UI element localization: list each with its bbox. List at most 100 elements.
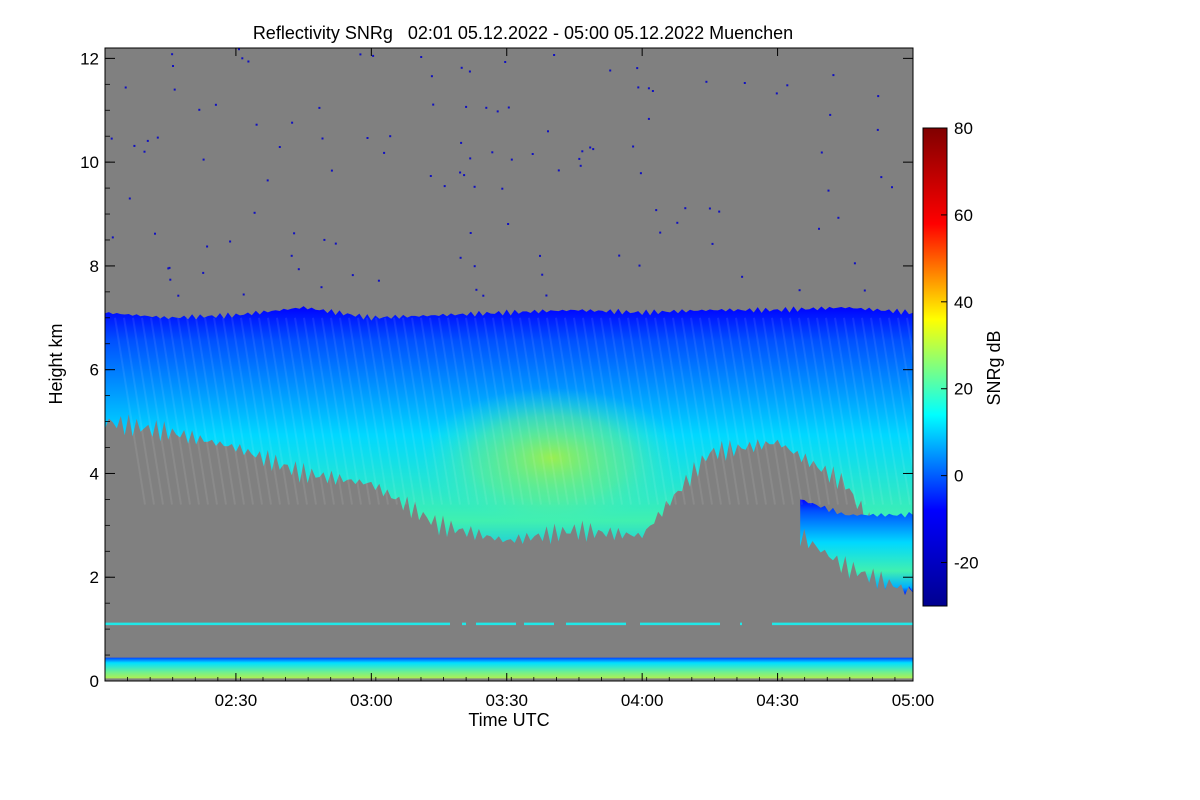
noise-pixel	[465, 105, 468, 108]
cloud-streak	[132, 317, 164, 505]
colorbar-scale	[922, 127, 948, 607]
noise-pixel	[496, 110, 499, 113]
noise-pixel	[638, 264, 641, 267]
cloud-streak	[330, 317, 362, 505]
cloud-streak	[825, 317, 857, 505]
noise-pixel	[255, 123, 258, 126]
noise-pixel	[820, 151, 823, 154]
noise-pixel	[876, 128, 879, 131]
cloud-streak	[852, 317, 884, 505]
cloud-streak	[312, 317, 344, 505]
noise-pixel	[647, 87, 650, 90]
cloud-streak	[690, 317, 722, 505]
cloud-streak	[798, 317, 830, 505]
noise-pixel	[278, 146, 281, 148]
noise-pixel	[469, 232, 472, 234]
cloud-streak	[465, 317, 497, 505]
cloud-streak	[438, 317, 470, 505]
cloud-streak	[213, 317, 245, 505]
noise-pixel	[266, 179, 269, 182]
noise-pixel	[297, 268, 300, 271]
cloud-streak	[762, 317, 794, 505]
noise-pixel	[708, 207, 711, 210]
cloud-streak	[600, 317, 632, 505]
cloud-streak	[141, 317, 173, 505]
noise-pixel	[880, 176, 883, 179]
cloud-streak	[285, 317, 317, 505]
noise-pixel	[463, 174, 466, 177]
noise-pixel	[891, 186, 893, 189]
cloud-streak	[780, 317, 812, 505]
colorbar-ticks: -20 0 20 40 60 80	[941, 119, 979, 573]
noise-pixel	[485, 106, 488, 109]
cloud-streak	[645, 317, 677, 505]
noise-pixel	[741, 275, 744, 278]
cloud-streak	[609, 317, 641, 505]
noise-pixel	[473, 265, 476, 268]
cloud-streak	[726, 317, 758, 505]
noise-pixel	[429, 175, 432, 177]
noise-pixel	[547, 130, 549, 133]
y-tick-label: 2	[90, 568, 99, 587]
cloud-streak	[474, 317, 506, 505]
x-tick-label: 02:30	[215, 691, 258, 710]
noise-pixel	[468, 70, 471, 73]
noise-pixel	[154, 232, 156, 235]
cloud-streak	[204, 317, 236, 505]
noise-pixel	[482, 294, 485, 297]
noise-pixel	[169, 278, 172, 281]
cloud-streak	[753, 317, 785, 505]
cloud-streak	[375, 317, 407, 505]
cloud-streak	[636, 317, 668, 505]
x-tick-label: 05:00	[892, 691, 935, 710]
cloud-streak	[555, 317, 587, 505]
cloud-streak	[339, 317, 371, 505]
noise-pixel	[531, 153, 534, 155]
cloud-streak	[708, 317, 740, 505]
noise-pixel	[504, 61, 507, 63]
cloud-streak	[177, 317, 209, 505]
cloud-streak	[303, 317, 335, 505]
cloud-streak	[717, 317, 749, 505]
cloud-streak	[582, 317, 614, 505]
noise-pixel	[323, 238, 326, 241]
noise-pixel	[475, 288, 478, 291]
cloud-streak	[357, 317, 389, 505]
noise-pixel	[877, 95, 880, 98]
cloud-streak	[591, 317, 623, 505]
noise-pixel	[786, 84, 789, 87]
noise-pixel	[377, 279, 380, 282]
noise-pixel	[469, 157, 472, 160]
noise-pixel	[827, 189, 830, 192]
noise-pixel	[592, 148, 595, 151]
y-tick-label: 10	[80, 153, 99, 172]
lower-cloud-layer	[800, 499, 913, 595]
noise-pixel	[473, 185, 476, 188]
noise-pixel	[711, 242, 714, 245]
noise-pixel	[143, 150, 146, 153]
y-tick-label: 4	[90, 464, 99, 483]
noise-pixel	[206, 245, 209, 248]
noise-pixel	[334, 242, 337, 245]
noise-pixel	[318, 106, 321, 109]
noise-pixel	[198, 108, 201, 111]
cloud-streak	[735, 317, 767, 505]
noise-pixel	[168, 266, 171, 269]
cloud-streak	[699, 317, 731, 505]
colorbar-tick-label: -20	[954, 554, 979, 573]
noise-pixel	[743, 82, 746, 84]
x-tick-label: 03:30	[485, 691, 528, 710]
cloud-streak	[231, 317, 263, 505]
cloud-streak	[159, 317, 191, 505]
cloud-streak	[627, 317, 659, 505]
boundary-layer	[105, 657, 913, 679]
noise-pixel	[718, 210, 721, 213]
noise-pixel	[553, 54, 556, 56]
y-tick-label: 8	[90, 257, 99, 276]
noise-pixel	[837, 216, 840, 219]
noise-pixel	[507, 223, 510, 225]
noise-pixel	[655, 209, 658, 212]
noise-pixel	[632, 145, 635, 148]
cloud-streak	[510, 317, 542, 505]
